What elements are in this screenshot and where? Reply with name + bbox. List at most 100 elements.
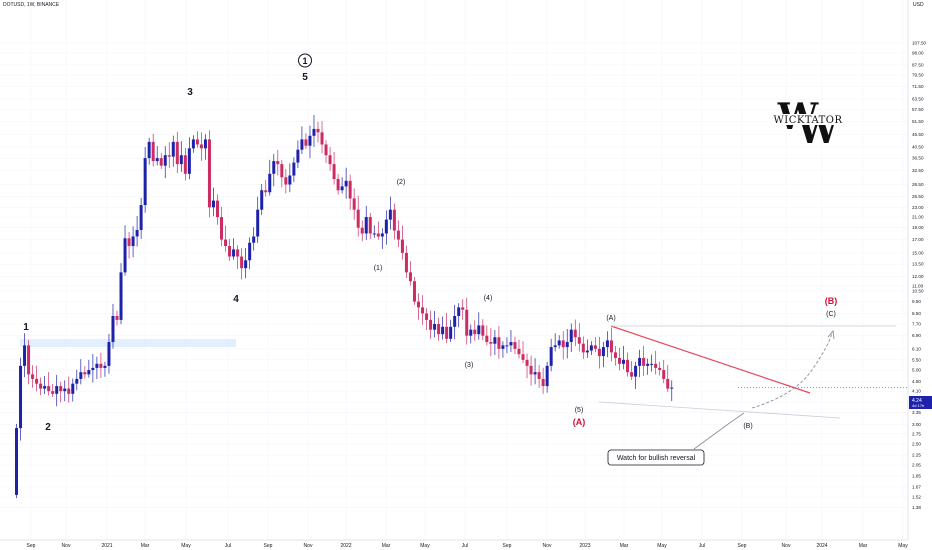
price-tick-label: 8.50 [912, 311, 921, 316]
candle-body [650, 363, 654, 365]
price-tick-label: 25.50 [912, 194, 924, 199]
candle-body [211, 200, 215, 208]
candle-body [19, 365, 23, 429]
price-tick-label: 6.90 [912, 333, 921, 338]
wave-label: (B) [743, 423, 752, 430]
candle-body [131, 236, 135, 247]
wave-label: 1 [302, 56, 307, 66]
candle-body [545, 365, 549, 387]
wave-label: (4) [484, 295, 493, 302]
candle-body [216, 200, 219, 218]
price-tick-label: 3.00 [912, 422, 921, 427]
candle-body [31, 374, 35, 379]
candle-body [457, 307, 461, 316]
candle-body [481, 325, 485, 336]
candle-body [658, 367, 662, 371]
candle-body [525, 359, 529, 366]
candle-body [300, 139, 304, 150]
candle-body [493, 337, 497, 344]
price-tick-label: 57.50 [912, 107, 924, 112]
candle-body [634, 365, 638, 377]
candle-body [316, 128, 320, 133]
candle-body [344, 180, 348, 187]
candle-body [433, 323, 437, 330]
candle-body [51, 391, 55, 394]
candle-body [605, 340, 609, 348]
candle-body [565, 342, 569, 348]
price-tick-label: 2.25 [912, 453, 921, 458]
candle-body [441, 326, 445, 335]
time-axis: Sep Nov 2021 Mar May Jul Sep Nov 2022 Mar May Jul Se… [27, 543, 909, 549]
candle-body [445, 326, 449, 339]
candle-body [191, 139, 195, 149]
candle-body [15, 428, 18, 495]
candle-body [549, 347, 553, 366]
candle-body [638, 357, 642, 366]
candle-body [240, 256, 244, 269]
candle-body [453, 315, 457, 327]
candle-body [513, 342, 517, 349]
price-tick-label: 51.50 [912, 119, 924, 124]
candle-body [469, 329, 473, 336]
price-tick-label: 15.00 [912, 250, 924, 255]
candle-body [561, 340, 565, 348]
candle-body [489, 342, 493, 344]
candle-body [336, 179, 340, 191]
wave-label: 5 [302, 72, 308, 83]
price-tick-label: 23.00 [912, 205, 924, 210]
price-tick-label: 6.10 [912, 346, 921, 351]
candle-body [646, 363, 650, 366]
resistance-trendline [610, 325, 811, 394]
candle-body [509, 342, 513, 346]
price-tick-label: 28.50 [912, 182, 924, 187]
time-tick-label: Sep [27, 543, 36, 549]
time-tick-label: Mar [620, 543, 629, 549]
time-tick-label: Nov [62, 543, 71, 549]
candle-body [39, 383, 43, 389]
callout-pointer [693, 421, 732, 450]
candle-body [449, 326, 453, 339]
candle-body [501, 345, 505, 349]
candle-body [203, 139, 207, 149]
candle-body [75, 378, 79, 384]
candle-body [252, 236, 256, 243]
candle-body [163, 155, 167, 166]
symbol-header: DOTUSD, 1W, BINANCE [3, 2, 60, 8]
candle-body [593, 345, 597, 349]
candle-body [380, 233, 384, 237]
price-tick-label: 40.50 [912, 145, 924, 150]
wave-label: (1) [374, 265, 383, 272]
candle-body [421, 307, 425, 314]
time-tick-label: Nov [782, 543, 791, 549]
candle-body [553, 345, 557, 348]
candle-body [43, 386, 47, 389]
price-tick-label: 2.05 [912, 463, 921, 468]
candles [15, 114, 908, 499]
candle-body [425, 313, 429, 320]
price-tick-label: 2.75 [912, 431, 921, 436]
candle-body [388, 209, 392, 220]
annotation-box[interactable] [607, 449, 705, 466]
candle-body [207, 139, 211, 208]
candle-body [328, 155, 332, 165]
candle-body [412, 281, 416, 302]
price-tick-label: 1.85 [912, 474, 921, 479]
candle-body [244, 260, 248, 269]
candle-body [618, 357, 621, 364]
wave-label: (3) [465, 362, 474, 369]
time-tick-label: May [898, 543, 908, 549]
candle-body [111, 315, 115, 343]
time-tick-label: 2021 [101, 543, 112, 549]
candle-body [99, 363, 103, 368]
time-tick-label: Sep [503, 543, 512, 549]
candle-body [308, 135, 312, 146]
price-tick-label: 17.00 [912, 237, 924, 242]
wave-circle-marker [298, 53, 312, 68]
current-price-sublabel: 4d 17h [912, 403, 924, 408]
price-tick-label: 4.10 [912, 389, 921, 394]
time-tick-label: Mar [382, 543, 391, 549]
candle-body [626, 359, 630, 373]
time-tick-label: May [420, 543, 430, 549]
wave-label: (B) [825, 296, 838, 306]
